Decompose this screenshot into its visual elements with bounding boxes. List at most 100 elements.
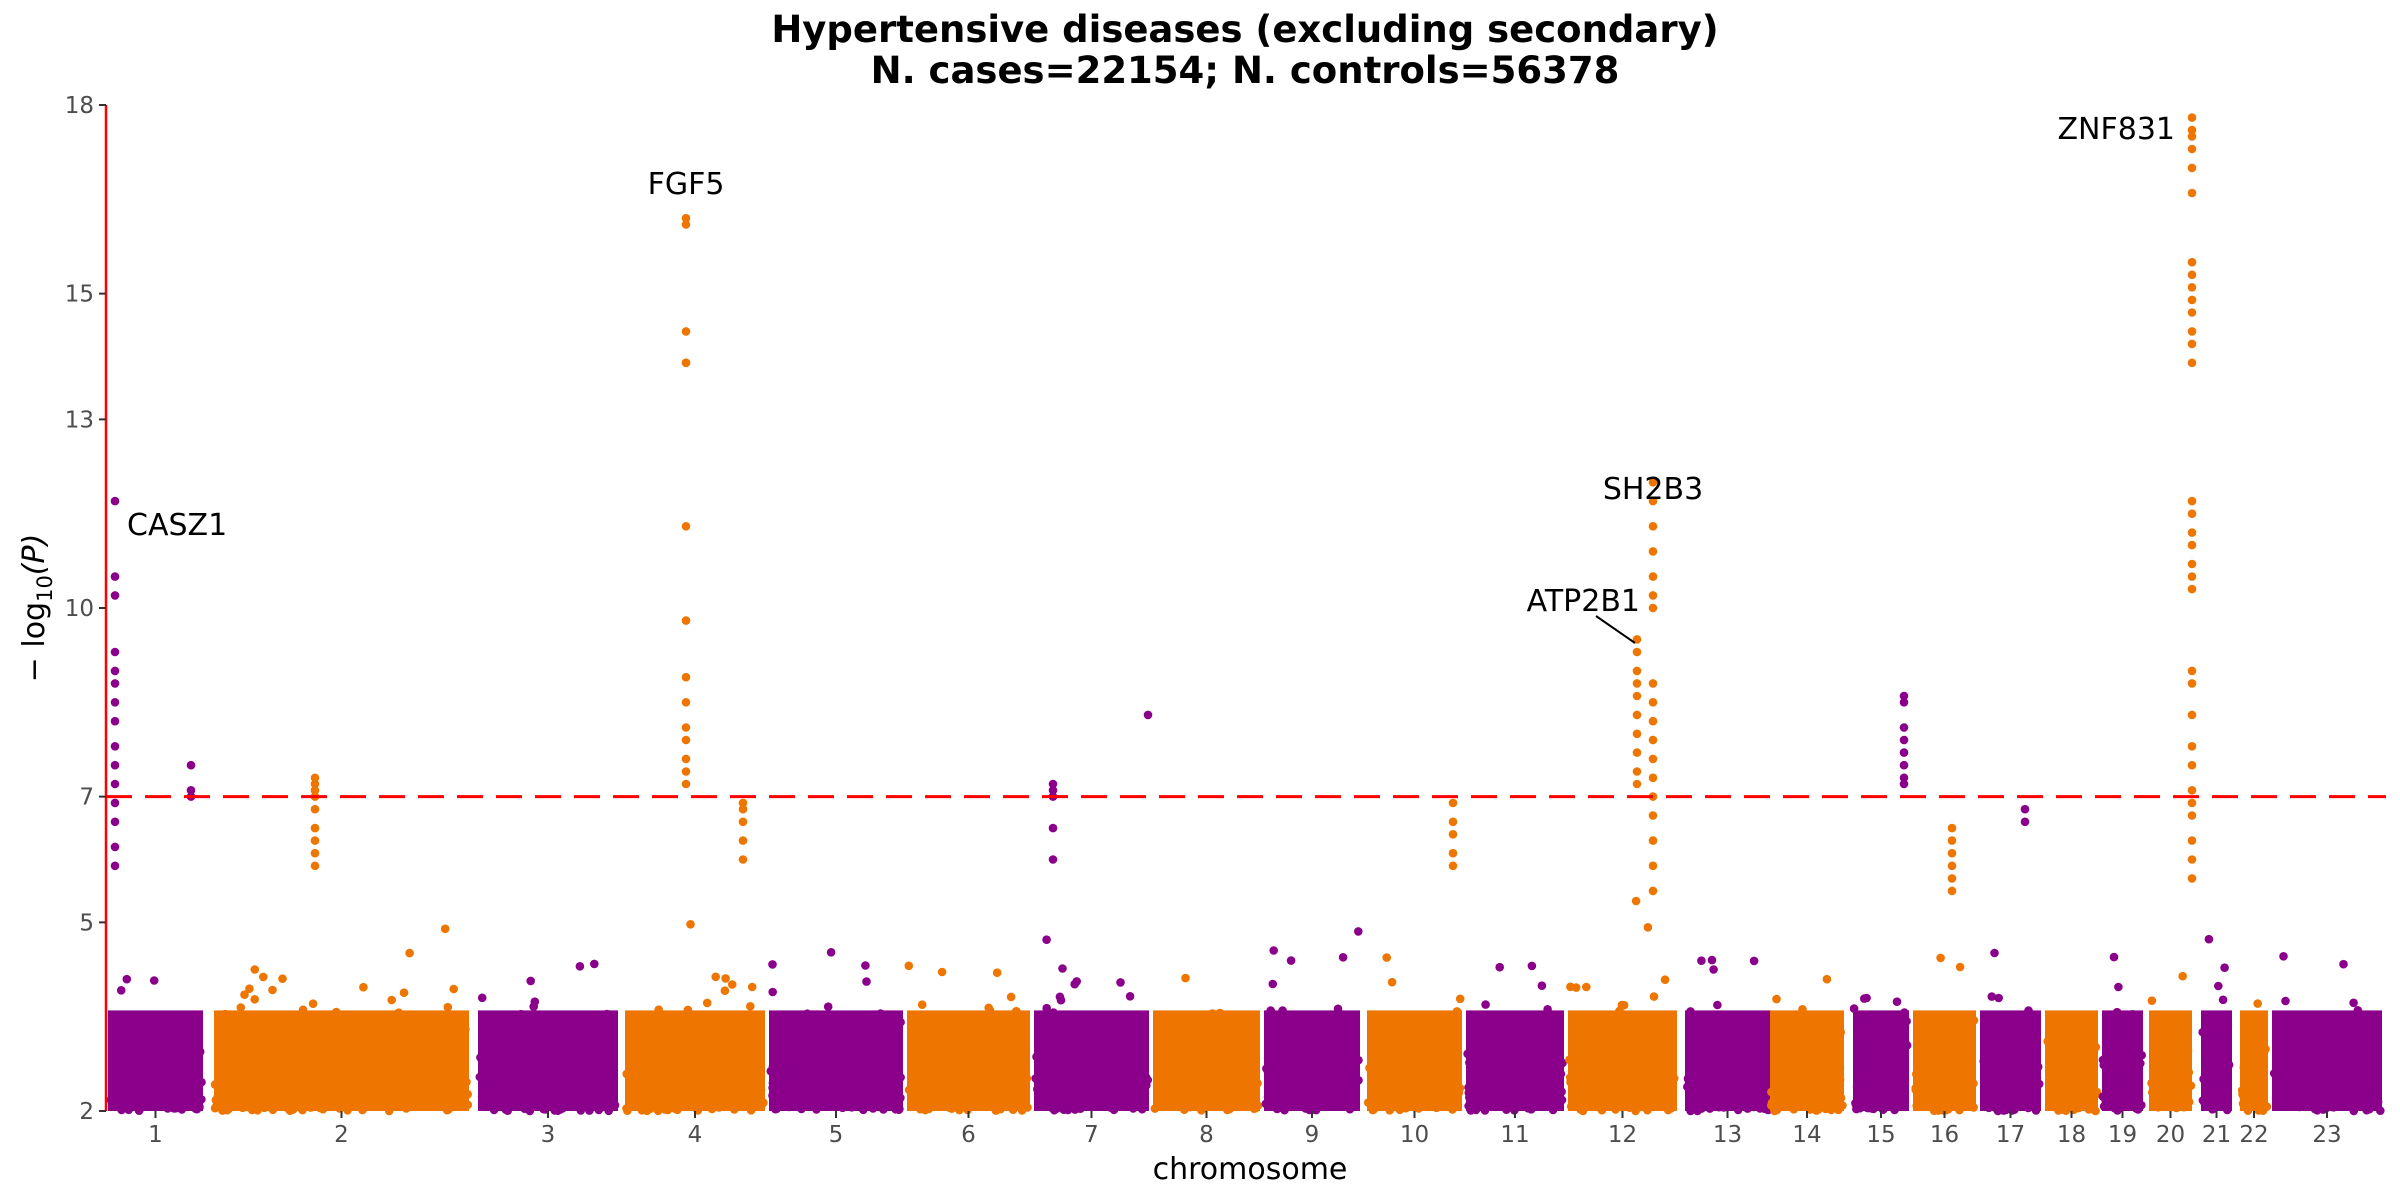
data-point-chr12 (1643, 923, 1653, 932)
data-point-chr2 (399, 988, 409, 997)
y-tick-label: 10 (65, 596, 94, 622)
y-axis-title: − log10(P) (17, 534, 57, 683)
dense-band-chr22 (2240, 1010, 2268, 1111)
dense-band-chr16 (1913, 1010, 1976, 1111)
peak-point-chr2 (310, 823, 320, 833)
gene-label-atp2b1: ATP2B1 (1527, 584, 1640, 619)
x-tick-label-chr14: 14 (1792, 1122, 1821, 1148)
peak-point-chr20 (2187, 144, 2197, 154)
dense-band-chr2 (214, 1010, 469, 1111)
data-point-chr15 (1892, 997, 1902, 1006)
peak-point-chr4 (681, 327, 691, 336)
data-point-chr21 (2218, 995, 2228, 1005)
y-tick-label: 15 (65, 282, 94, 308)
x-tick-label-chr15: 15 (1866, 1122, 1895, 1148)
peak-point-chr1 (110, 591, 120, 600)
data-point-chr10 (1387, 977, 1397, 987)
points-layer (106, 113, 2385, 1116)
dense-band-chr4 (625, 1010, 765, 1111)
peak-point-chr2 (310, 773, 320, 783)
y-tick-label: 5 (79, 910, 94, 936)
peak-point-chr12 (1632, 729, 1642, 739)
data-point-chr21 (2220, 963, 2229, 972)
data-point-chr11 (1537, 981, 1547, 990)
peak-point-chr4 (681, 698, 691, 707)
data-point-chr3 (477, 993, 487, 1003)
peak-point-chr2 (310, 804, 320, 814)
peak-point-chr4 (681, 779, 691, 789)
dense-band-chr1 (108, 1010, 203, 1111)
data-point-chr6 (904, 961, 914, 971)
dense-band-chr6 (907, 1010, 1030, 1111)
x-axis-title: chromosome (1153, 1152, 1348, 1187)
peak-point-chr1 (110, 496, 120, 506)
dense-band-chr9 (1264, 1010, 1360, 1111)
peak-point-chr10 (1448, 817, 1458, 827)
x-tick-label-chr22: 22 (2239, 1122, 2268, 1148)
data-point-chr3 (530, 997, 540, 1006)
dense-band-chr12 (1568, 1010, 1677, 1111)
data-point-chr6 (992, 968, 1002, 977)
data-point-chr2 (268, 985, 277, 995)
data-point-chr9 (1354, 927, 1363, 936)
peak-point-chr20 (2187, 786, 2197, 795)
data-point-chr5 (861, 961, 870, 970)
data-point-chr5 (823, 1002, 833, 1011)
peak-point-chr4 (681, 754, 691, 764)
data-point-chr5 (862, 977, 871, 986)
data-point-chr2 (236, 1003, 246, 1012)
x-tick-label-chr10: 10 (1400, 1122, 1429, 1148)
data-point-chr4 (711, 972, 720, 982)
peak-point-chr15 (1899, 735, 1909, 745)
peak-point-chr20 (2187, 855, 2197, 864)
y-tick-label: 13 (65, 407, 94, 433)
peak-point-chr20 (2187, 572, 2197, 581)
peak-point-chr15 (1899, 723, 1909, 732)
x-tick-label-chr23: 23 (2312, 1122, 2341, 1148)
data-point-chr6 (917, 1000, 927, 1009)
x-tick-label-chr17: 17 (1996, 1122, 2025, 1148)
data-point-chr1 (116, 986, 126, 995)
data-point-chr16 (1955, 962, 1965, 972)
y-axis-title-subscript: 10 (33, 575, 57, 602)
data-point-chr4 (747, 982, 757, 992)
data-point-chr4 (727, 980, 737, 989)
x-tick-label-chr1: 1 (148, 1122, 163, 1148)
peak-point-chr12 (1632, 779, 1642, 789)
peak-point-chr12 (1632, 691, 1642, 701)
peak-point-chr16 (1947, 836, 1957, 845)
dense-band-chr8 (1153, 1010, 1260, 1111)
x-tick-label-chr21: 21 (2202, 1122, 2231, 1148)
peak-point-chr16 (1947, 861, 1957, 871)
peak-point-chr15 (1899, 691, 1909, 701)
data-point-chr7 (1116, 978, 1125, 987)
data-point-chr10 (1455, 994, 1465, 1004)
peak-point-chr20 (2187, 540, 2197, 550)
data-point-chr10 (1382, 953, 1391, 962)
peak-point-chr1 (186, 786, 196, 795)
data-point-chr9 (1286, 956, 1296, 965)
peak-point-chr2 (310, 848, 320, 858)
data-point-chr23 (2279, 952, 2288, 961)
peak-point-chr20 (2187, 798, 2197, 808)
peak-point-chr2 (310, 836, 320, 845)
peak-point-chr20 (2187, 283, 2197, 292)
x-tick-label-chr4: 4 (688, 1122, 703, 1148)
x-tick-label-chr7: 7 (1084, 1122, 1099, 1148)
data-point-chr4 (686, 920, 695, 929)
peak-point-chr15 (1899, 779, 1909, 789)
peak-point-chr4 (738, 804, 748, 814)
x-tick-label-chr2: 2 (334, 1122, 349, 1148)
data-point-chr2 (259, 972, 268, 982)
peak-point-chr4 (681, 767, 691, 776)
y-tick-label: 18 (65, 93, 94, 119)
peak-point-chr12 (1648, 886, 1658, 896)
peak-point-chr17 (2020, 804, 2030, 814)
peak-point-chr4 (681, 723, 691, 732)
peak-point-chr4 (738, 817, 748, 827)
peak-point-chr10 (1448, 798, 1458, 808)
peak-point-chr1 (110, 817, 120, 827)
peak-point-chr4 (738, 836, 748, 845)
data-point-chr14 (1772, 994, 1781, 1004)
